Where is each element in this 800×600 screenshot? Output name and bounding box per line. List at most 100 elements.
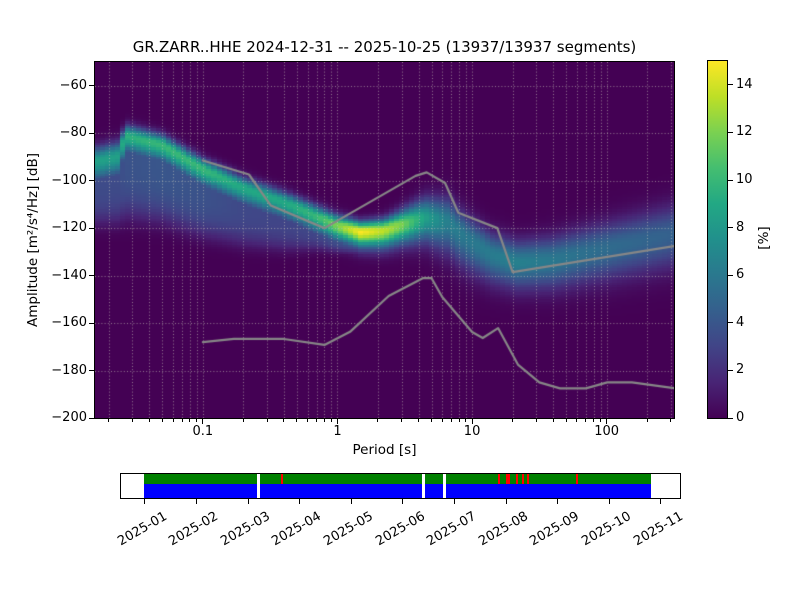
- y-tick-label: −140: [51, 267, 87, 283]
- x-minor-tick: [323, 419, 325, 422]
- x-minor-tick: [266, 419, 268, 422]
- colorbar-tick-label: 12: [736, 124, 753, 140]
- y-tick: [89, 85, 94, 87]
- colorbar-tick: [728, 322, 733, 324]
- timeline-month-tick: [505, 499, 507, 504]
- timeline-box: [120, 473, 681, 499]
- x-tick-label: 100: [594, 424, 620, 439]
- y-tick: [89, 417, 94, 419]
- x-minor-tick: [242, 419, 244, 422]
- colorbar: [707, 60, 728, 419]
- x-minor-tick: [670, 419, 672, 422]
- y-tick-label: −160: [51, 315, 87, 331]
- x-minor-tick: [600, 419, 602, 422]
- x-minor-tick: [458, 419, 460, 422]
- timeline-month-tick: [660, 499, 662, 504]
- timeline-month-tick: [402, 499, 404, 504]
- timeline-month-label: 2025-10: [579, 509, 634, 550]
- timeline-month-tick: [299, 499, 301, 504]
- timeline-month-label: 2025-06: [372, 509, 428, 550]
- x-minor-tick: [431, 419, 433, 422]
- x-minor-tick: [196, 419, 198, 422]
- x-minor-tick: [535, 419, 537, 422]
- colorbar-tick-label: 10: [736, 172, 753, 187]
- x-minor-tick: [296, 419, 298, 422]
- colorbar-label: [%]: [756, 226, 772, 250]
- y-tick-label: −100: [51, 172, 87, 188]
- x-minor-tick: [552, 419, 554, 422]
- colorbar-tick: [728, 369, 733, 371]
- ppsd-heatmap-canvas: [95, 62, 674, 418]
- x-minor-tick: [512, 419, 514, 422]
- colorbar-tick: [728, 274, 733, 276]
- x-minor-tick: [307, 419, 309, 422]
- y-tick: [89, 227, 94, 229]
- timeline-green-bar: [144, 474, 651, 484]
- x-tick: [471, 419, 473, 424]
- x-minor-tick: [161, 419, 163, 422]
- timeline-month-label: 2025-05: [321, 509, 376, 550]
- x-tick-label: 10: [463, 424, 481, 439]
- x-minor-tick: [330, 419, 332, 422]
- colorbar-tick: [728, 227, 733, 229]
- x-minor-tick: [585, 419, 587, 422]
- colorbar-tick-label: 4: [736, 314, 745, 330]
- timeline-month-tick: [350, 499, 352, 504]
- timeline-red-mark: [280, 474, 283, 484]
- x-minor-tick: [450, 419, 452, 422]
- x-tick: [606, 419, 608, 424]
- x-minor-tick: [441, 419, 443, 422]
- timeline-month-tick: [454, 499, 456, 504]
- timeline-gap: [257, 474, 260, 498]
- y-tick: [89, 275, 94, 277]
- x-minor-tick: [646, 419, 648, 422]
- x-minor-tick: [316, 419, 318, 422]
- x-minor-tick: [172, 419, 174, 422]
- timeline-month-tick: [196, 499, 198, 504]
- timeline-red-mark: [526, 474, 529, 484]
- colorbar-gradient: [708, 61, 727, 418]
- timeline-blue-bar: [144, 484, 651, 498]
- colorbar-tick: [728, 84, 733, 86]
- y-tick: [89, 180, 94, 182]
- x-minor-tick: [148, 419, 150, 422]
- colorbar-tick-label: 6: [736, 267, 745, 283]
- colorbar-tick-label: 0: [736, 410, 745, 425]
- timeline-month-label: 2025-07: [424, 509, 480, 550]
- timeline-month-tick: [247, 499, 249, 504]
- x-minor-tick: [401, 419, 403, 422]
- x-minor-tick: [108, 419, 110, 422]
- x-minor-tick: [576, 419, 578, 422]
- colorbar-tick-label: 14: [736, 76, 753, 92]
- colorbar-tick: [728, 179, 733, 181]
- y-tick-label: −60: [59, 77, 87, 93]
- colorbar-tick: [728, 131, 733, 133]
- x-tick: [336, 419, 338, 424]
- x-minor-tick: [565, 419, 567, 422]
- x-tick-label: 1: [333, 424, 342, 439]
- x-minor-tick: [465, 419, 467, 422]
- x-minor-tick: [181, 419, 183, 422]
- timeline-month-label: 2025-08: [476, 509, 531, 550]
- ppsd-plot-area: [94, 61, 675, 419]
- timeline-red-mark: [497, 474, 500, 484]
- x-axis-label: Period [s]: [352, 442, 417, 458]
- timeline-month-label: 2025-01: [114, 509, 170, 550]
- colorbar-tick: [728, 417, 733, 419]
- timeline-month-label: 2025-09: [527, 509, 583, 550]
- y-tick: [89, 322, 94, 324]
- y-tick-label: −80: [59, 125, 87, 141]
- x-tick: [202, 419, 204, 424]
- y-tick: [89, 370, 94, 372]
- x-minor-tick: [418, 419, 420, 422]
- y-tick-label: −180: [51, 362, 87, 378]
- timeline-month-tick: [557, 499, 559, 504]
- timeline-red-mark: [515, 474, 518, 484]
- y-tick: [89, 132, 94, 134]
- x-minor-tick: [593, 419, 595, 422]
- timeline-red-mark: [505, 474, 510, 484]
- timeline-gap: [442, 474, 446, 498]
- timeline-red-mark: [521, 474, 524, 484]
- timeline-red-mark: [576, 474, 579, 484]
